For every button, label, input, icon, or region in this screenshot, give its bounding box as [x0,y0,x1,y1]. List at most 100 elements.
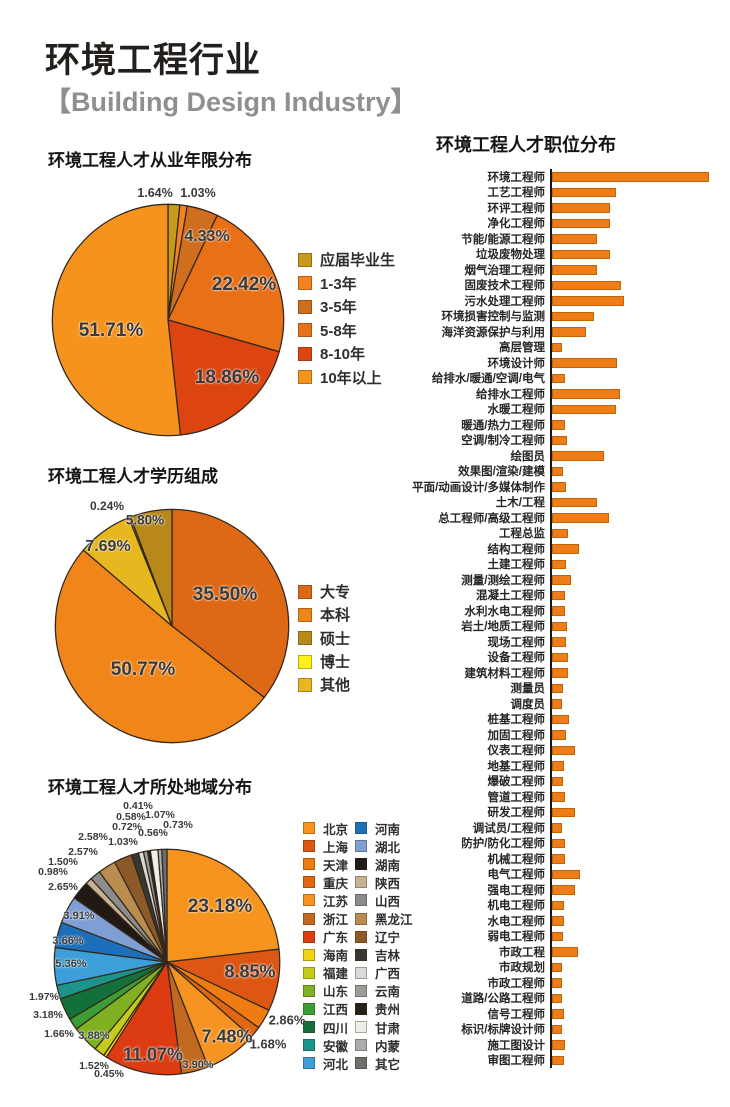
legend-swatch-icon [303,930,315,943]
legend-item-1-3年: 1-3年 [298,272,395,296]
bar-track [550,851,725,867]
bar-label: 设备工程师 [487,652,546,665]
pie-label-湖北: 3.91% [63,910,95,922]
legend-label: 安徽 [323,1039,349,1054]
bar-label: 绘图员 [510,450,546,463]
bar-label: 桩基工程师 [487,714,546,727]
bar-track [550,231,725,247]
bar-label: 给排水/暖通/空调/电气 [431,373,545,386]
legend-swatch-icon [355,858,367,871]
pie-label-江苏: 7.48% [201,1026,253,1047]
bar-row: 暖通/热力工程师 [400,417,725,433]
bar-label: 烟气治理工程师 [464,264,546,277]
pie-label-硕士: 5.80% [125,512,165,528]
bar-混凝土工程师 [552,590,565,600]
legend-item-应届毕业生: 应届毕业生 [298,248,395,272]
legend-label: 大专 [320,584,351,602]
bar-row: 市政工程 [400,944,725,960]
legend-item-辽宁: 辽宁 [355,928,413,946]
bar-强电工程师 [552,885,575,895]
bar-label: 现场工程师 [487,636,546,649]
legend-item-其他: 其他 [298,673,350,696]
legend-swatch-icon [298,677,312,692]
bar-row: 管道工程师 [400,789,725,805]
bar-row: 给排水/暖通/空调/电气 [400,370,725,386]
bar-track [550,200,725,216]
bar-track [550,215,725,231]
bar-市政规划 [552,962,562,972]
legend-swatch-icon [303,1057,315,1070]
pie-label-云南: 0.58% [116,811,146,823]
bar-测量员 [552,683,563,693]
bar-测量/测绘工程师 [552,575,571,585]
pie-label-山西: 1.50% [48,856,78,868]
legend-item-博士: 博士 [298,650,350,673]
legend-label: 8-10年 [320,346,366,364]
pie-label-陕西: 0.98% [38,866,68,878]
legend-swatch-icon [298,654,312,669]
bar-地基工程师 [552,761,564,771]
bar-row: 电气工程师 [400,866,725,882]
legend-item-3-5年: 3-5年 [298,295,395,319]
legend-item-内蒙: 内蒙 [355,1036,413,1054]
bar-防护/防化工程师 [552,838,565,848]
bar-label: 固废技术工程师 [464,280,546,293]
bar-track [550,711,725,727]
bar-label: 道路/公路工程师 [461,993,545,1006]
bar-label: 调度员 [510,698,546,711]
bar-track [550,1006,725,1022]
bar-track [550,1021,725,1037]
legend-label: 黑龙江 [375,913,413,928]
bar-环境损害控制与监测 [552,311,594,321]
bar-海洋资源保护与利用 [552,327,586,337]
bar-label: 研发工程师 [487,807,546,820]
bar-row: 水利水电工程师 [400,603,725,619]
legend-swatch-icon [355,1039,367,1052]
bar-label: 混凝土工程师 [476,590,545,603]
bar-label: 标识/标牌设计师 [461,1024,545,1037]
legend-item-吉林: 吉林 [355,946,413,964]
pie-label-重庆: 1.68% [249,1036,287,1052]
bar-水电工程师 [552,916,564,926]
legend-label: 湖北 [375,840,401,855]
pie-slice-5-8年 [167,214,285,353]
bar-track [550,494,725,510]
pie-label-1-3年: 1.03% [180,186,216,200]
legend-label: 山西 [375,894,401,909]
bar-label: 仪表工程师 [487,745,546,758]
bar-row: 研发工程师 [400,804,725,820]
legend-swatch-icon [355,912,367,925]
bar-label: 土建工程师 [487,559,546,572]
bar-row: 混凝土工程师 [400,587,725,603]
legend-swatch-icon [298,346,312,361]
bar-label: 平面/动画设计/多媒体制作 [412,481,545,494]
bar-暖通/热力工程师 [552,420,565,430]
legend-item-陕西: 陕西 [355,873,413,891]
bar-row: 效果图/渲染/建模 [400,463,725,479]
bar-track [550,432,725,448]
bar-label: 管道工程师 [487,791,546,804]
bar-水暖工程师 [552,404,616,414]
pie-label-10年以上: 51.71% [78,320,144,341]
bar-label: 地基工程师 [487,760,546,773]
legend-label: 吉林 [375,949,401,964]
bar-工艺工程师 [552,187,616,197]
legend-item-5-8年: 5-8年 [298,319,395,343]
bar-row: 机电工程师 [400,897,725,913]
bar-track [550,463,725,479]
education-pie-chart: 35.50% 50.77% 7.69% 0.24% 5.80% [30,480,320,760]
bar-track [550,820,725,836]
bar-track [550,603,725,619]
pie-label-四川: 3.18% [33,1009,63,1021]
bar-row: 信号工程师 [400,1006,725,1022]
bar-track [550,773,725,789]
legend-label: 上海 [323,840,349,855]
legend-item-北京: 北京 [303,819,348,837]
bar-row: 建筑材料工程师 [400,665,725,681]
bar-label: 结构工程师 [487,543,546,556]
bar-row: 地基工程师 [400,758,725,774]
bar-给排水工程师 [552,389,620,399]
legend-swatch-icon [298,631,312,646]
legend-label: 四川 [323,1021,349,1036]
pie-label-河北: 5.36% [55,958,87,970]
